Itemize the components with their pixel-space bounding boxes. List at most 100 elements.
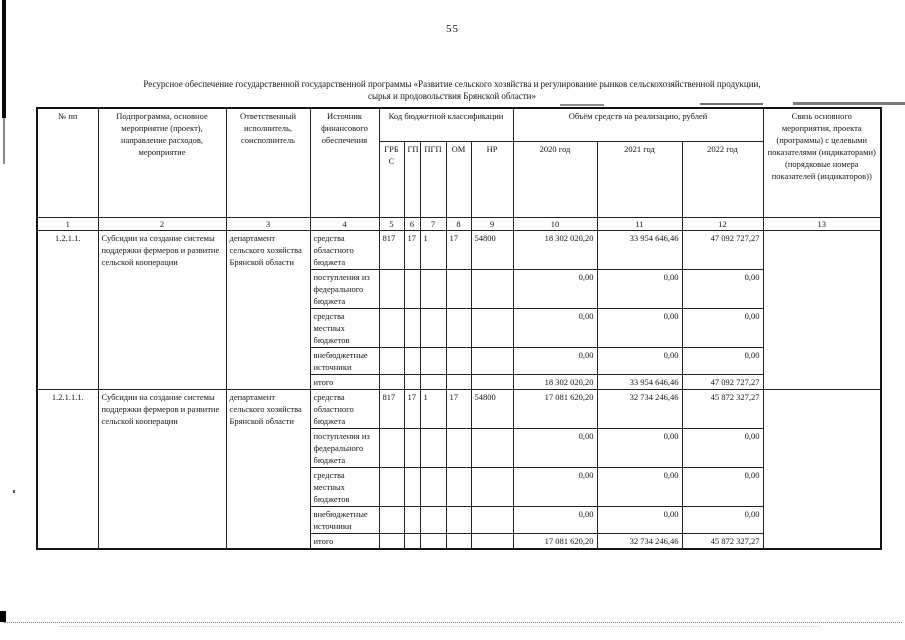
header-year-2020: 2020 год (512, 140, 598, 218)
code-om-cell (445, 466, 472, 507)
source-total-cell: итого (309, 373, 380, 390)
code-nr-cell (470, 427, 514, 468)
value-2022-cell: 0,00 (681, 466, 764, 507)
value-2020-cell: 0,00 (512, 268, 598, 309)
value-2021-cell: 0,00 (596, 427, 683, 468)
code-gp-cell (403, 346, 421, 375)
scan-artifact-dotted-line (60, 626, 820, 627)
value-2021-cell: 33 954 646,46 (596, 229, 683, 270)
header-om: ОМ (445, 140, 472, 218)
code-grbs-cell (378, 373, 405, 390)
header-budget-code-group: Код бюджетной классификации (378, 107, 514, 142)
code-grbs-cell (378, 532, 405, 549)
row-number: 1.2.1.1. (36, 229, 99, 390)
header-source: Источник финансового обеспечения (309, 107, 380, 218)
document-title: Ресурсное обеспечение государственной го… (52, 79, 852, 102)
colnum-8: 8 (445, 216, 472, 231)
code-pgp-cell (419, 268, 447, 309)
source-cell: средства областного бюджета (309, 229, 380, 270)
colnum-6: 6 (403, 216, 421, 231)
value-2020-cell: 0,00 (512, 466, 598, 507)
measure-cell: Субсидии на создание системы поддержки ф… (97, 229, 227, 390)
code-nr-cell (470, 307, 514, 348)
value-2022-cell: 0,00 (681, 427, 764, 468)
value-2020-cell: 0,00 (512, 427, 598, 468)
header-year-2021: 2021 год (596, 140, 683, 218)
value-2022-cell: 0,00 (681, 346, 764, 375)
code-grbs-cell: 817 (378, 388, 405, 429)
colnum-7: 7 (419, 216, 447, 231)
value-2020-cell: 0,00 (512, 346, 598, 375)
code-grbs-cell (378, 466, 405, 507)
code-gp-cell: 17 (403, 388, 421, 429)
code-om-cell (445, 373, 472, 390)
code-grbs-cell (378, 505, 405, 534)
value-2021-cell: 0,00 (596, 505, 683, 534)
value-2021-cell: 0,00 (596, 346, 683, 375)
code-gp-cell (403, 427, 421, 468)
code-om-cell: 17 (445, 229, 472, 270)
scan-artifact-smudge (700, 103, 763, 105)
value-2021-cell: 32 734 246,46 (596, 388, 683, 429)
colnum-1: 1 (36, 216, 99, 231)
scan-artifact-smudge (793, 102, 905, 105)
value-2020-cell: 18 302 020,20 (512, 229, 598, 270)
colnum-11: 11 (596, 216, 683, 231)
value-2021-cell: 0,00 (596, 268, 683, 309)
code-gp-cell (403, 505, 421, 534)
executor-cell: департамент сельского хозяйства Брянской… (225, 229, 311, 390)
code-gp-cell (403, 532, 421, 549)
source-cell: внебюджетные источники (309, 346, 380, 375)
value-2021-cell: 0,00 (596, 466, 683, 507)
code-om-cell (445, 268, 472, 309)
budget-table: № пп Подпрограмма, основное мероприятие … (36, 107, 883, 550)
header-gp: ГП (403, 140, 421, 218)
value-2022-cell: 45 872 327,27 (681, 388, 764, 429)
code-grbs-cell (378, 427, 405, 468)
code-nr-cell: 54800 (470, 229, 514, 270)
scan-artifact-dotted-line (4, 622, 902, 623)
indicator-link-cell (762, 229, 882, 390)
colnum-5: 5 (378, 216, 405, 231)
header-npp: № пп (36, 107, 99, 218)
code-om-cell (445, 427, 472, 468)
value-2022-cell: 0,00 (681, 268, 764, 309)
row-number: 1.2.1.1.1. (36, 388, 99, 549)
colnum-4: 4 (309, 216, 380, 231)
total-2020-cell: 18 302 020,20 (512, 373, 598, 390)
code-gp-cell (403, 268, 421, 309)
header-amount-group: Объём средств на реализацию, рублей (512, 107, 764, 142)
value-2021-cell: 0,00 (596, 307, 683, 348)
source-cell: поступления из федерального бюджета (309, 427, 380, 468)
header-executor: Ответственный исполнитель, соисполнитель (225, 107, 311, 218)
code-om-cell: 17 (445, 388, 472, 429)
code-grbs-cell (378, 346, 405, 375)
header-pgp: ПГП (419, 140, 447, 218)
scan-artifact-left-bar-faint (3, 118, 5, 164)
header-indicator-link: Связь основного мероприятия, проекта (пр… (762, 107, 882, 218)
code-pgp-cell (419, 346, 447, 375)
code-gp-cell (403, 307, 421, 348)
value-2020-cell: 0,00 (512, 307, 598, 348)
code-pgp-cell (419, 373, 447, 390)
code-gp-cell (403, 466, 421, 507)
code-pgp-cell (419, 532, 447, 549)
value-2020-cell: 0,00 (512, 505, 598, 534)
code-nr-cell (470, 532, 514, 549)
indicator-link-cell (762, 388, 882, 549)
code-om-cell (445, 307, 472, 348)
code-nr-cell: 54800 (470, 388, 514, 429)
source-total-cell: итого (309, 532, 380, 549)
title-line-2: сырья и продовольствия Брянской области» (368, 90, 536, 101)
code-pgp-cell: 1 (419, 229, 447, 270)
executor-cell: департамент сельского хозяйства Брянской… (225, 388, 311, 549)
code-pgp-cell: 1 (419, 388, 447, 429)
code-nr-cell (470, 268, 514, 309)
header-year-2022: 2022 год (681, 140, 764, 218)
code-gp-cell: 17 (403, 229, 421, 270)
code-grbs-cell (378, 268, 405, 309)
value-2022-cell: 0,00 (681, 307, 764, 348)
total-2020-cell: 17 081 620,20 (512, 532, 598, 549)
code-om-cell (445, 505, 472, 534)
source-cell: средства местных бюджетов (309, 307, 380, 348)
